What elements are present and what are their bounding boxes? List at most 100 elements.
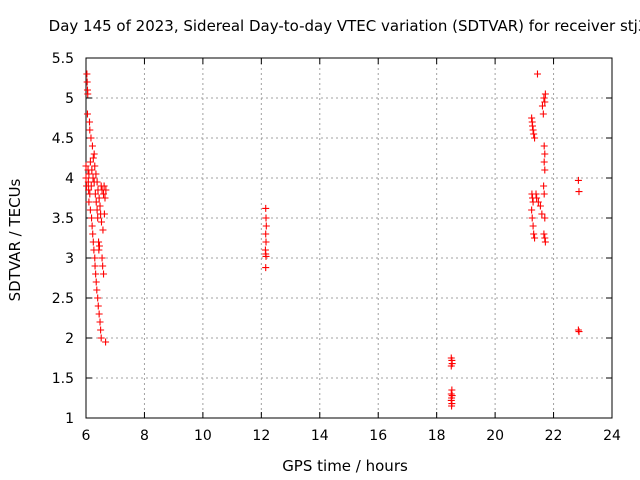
y-tick-label: 3.5 xyxy=(52,211,74,227)
data-point xyxy=(447,362,455,370)
data-point xyxy=(536,202,544,210)
data-point xyxy=(87,134,95,142)
data-point xyxy=(533,194,541,202)
data-point xyxy=(88,166,96,174)
data-point xyxy=(95,242,103,250)
data-point xyxy=(100,182,108,190)
y-axis-label: SDTVAR / TECUs xyxy=(6,178,24,301)
data-point xyxy=(94,302,102,310)
data-point xyxy=(101,194,109,202)
y-tick-label: 5.5 xyxy=(52,51,74,67)
data-point xyxy=(89,154,97,162)
data-point xyxy=(86,158,94,166)
data-point xyxy=(86,206,94,214)
data-point xyxy=(88,222,96,230)
data-point xyxy=(97,334,105,342)
data-point xyxy=(95,246,103,254)
data-point xyxy=(538,102,546,110)
data-point xyxy=(91,162,99,170)
data-point xyxy=(96,202,104,210)
x-tick-label: 6 xyxy=(82,428,91,444)
data-point xyxy=(100,210,108,218)
data-point xyxy=(99,226,107,234)
data-point xyxy=(91,262,99,270)
data-point xyxy=(97,326,105,334)
y-tick-label: 5 xyxy=(65,91,74,107)
y-tick-label: 2.5 xyxy=(52,291,74,307)
data-point xyxy=(85,198,93,206)
data-point xyxy=(95,238,103,246)
y-tick-label: 3 xyxy=(65,251,74,267)
x-axis-ticks: 6 8 10 12 14 16 18 20 22 24 xyxy=(82,58,621,444)
data-point xyxy=(89,174,97,182)
data-point xyxy=(534,198,542,206)
data-point xyxy=(91,254,99,262)
y-tick-label: 4 xyxy=(65,171,74,187)
data-point xyxy=(538,210,546,218)
data-point xyxy=(448,402,456,410)
data-point xyxy=(92,170,100,178)
data-point xyxy=(83,110,91,118)
data-point xyxy=(262,222,270,230)
data-point xyxy=(532,190,540,198)
data-point xyxy=(262,238,270,246)
data-point xyxy=(262,252,270,260)
data-point xyxy=(541,214,549,222)
data-point xyxy=(531,134,539,142)
x-tick-label: 24 xyxy=(603,428,621,444)
grid-lines xyxy=(86,58,612,418)
data-point xyxy=(541,166,549,174)
data-point xyxy=(540,142,548,150)
data-point xyxy=(83,78,91,86)
data-points xyxy=(82,70,583,410)
data-point xyxy=(530,130,538,138)
x-tick-label: 22 xyxy=(545,428,563,444)
data-point xyxy=(528,114,536,122)
data-point xyxy=(84,178,92,186)
y-tick-label: 2 xyxy=(65,331,74,347)
x-tick-label: 10 xyxy=(194,428,212,444)
x-tick-label: 16 xyxy=(369,428,387,444)
data-point xyxy=(262,264,270,272)
data-point xyxy=(82,174,90,182)
data-point xyxy=(86,126,94,134)
data-point xyxy=(529,126,537,134)
data-point xyxy=(529,122,537,130)
x-tick-label: 20 xyxy=(486,428,504,444)
data-point xyxy=(89,230,97,238)
data-point xyxy=(540,190,548,198)
data-point xyxy=(94,214,102,222)
data-point xyxy=(102,338,110,346)
data-point xyxy=(84,90,92,98)
data-point xyxy=(574,176,582,184)
data-point xyxy=(575,328,583,336)
data-point xyxy=(533,70,541,78)
data-point xyxy=(540,94,548,102)
data-point xyxy=(88,214,96,222)
data-point xyxy=(541,90,549,98)
data-point xyxy=(540,182,548,190)
data-point xyxy=(93,178,101,186)
data-point xyxy=(539,110,547,118)
data-point xyxy=(99,262,107,270)
y-axis-ticks: 1 1.5 2 2.5 3 3.5 4 4.5 5 5.5 xyxy=(52,51,612,427)
data-point xyxy=(98,254,106,262)
data-point xyxy=(93,286,101,294)
data-point xyxy=(575,188,583,196)
data-point xyxy=(92,278,100,286)
data-point xyxy=(82,162,90,170)
data-point xyxy=(91,190,99,198)
data-point xyxy=(87,182,95,190)
data-point xyxy=(574,326,582,334)
x-tick-label: 14 xyxy=(311,428,329,444)
chart-title: Day 145 of 2023, Sidereal Day-to-day VTE… xyxy=(49,17,640,35)
plot-frame xyxy=(85,57,613,419)
data-point xyxy=(94,294,102,302)
data-point xyxy=(262,230,270,238)
data-point xyxy=(95,310,103,318)
data-point xyxy=(92,198,100,206)
data-point xyxy=(262,204,270,212)
data-point xyxy=(541,238,549,246)
data-point xyxy=(530,230,538,238)
